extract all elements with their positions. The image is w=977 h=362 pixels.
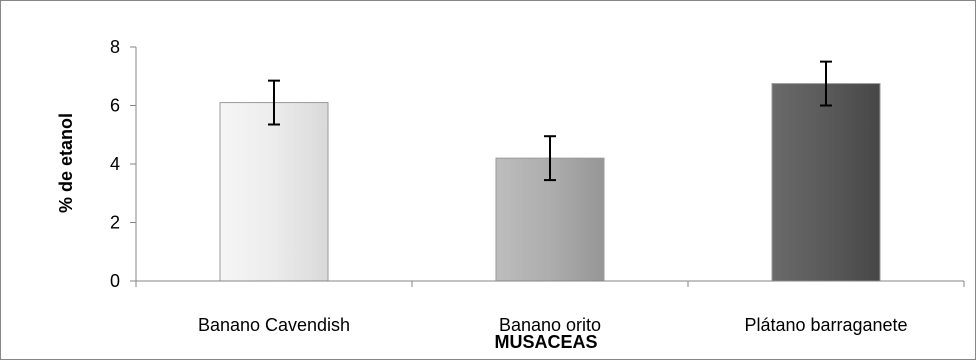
- x-tick-label: Plátano barraganete: [744, 315, 907, 335]
- x-tick-label: Banano orito: [499, 315, 601, 335]
- bars-group: [219, 83, 881, 282]
- bar: [219, 102, 329, 282]
- y-tick-label: 6: [110, 96, 120, 116]
- x-axis-title: MUSACEAS: [494, 332, 597, 352]
- bar: [771, 83, 881, 282]
- error-bars-group: [268, 60, 832, 182]
- y-axis-title: % de etanol: [56, 113, 76, 213]
- y-tick-label: 2: [110, 213, 120, 233]
- y-tick-label: 4: [110, 154, 120, 174]
- x-tick-label: Banano Cavendish: [198, 315, 350, 335]
- y-ticks-group: 0 2 4 6 8: [110, 37, 136, 291]
- y-tick-label: 8: [110, 37, 120, 57]
- x-ticks-group: Banano Cavendish Banano orito Plátano barr…: [135, 281, 965, 335]
- y-tick-label: 0: [110, 271, 120, 291]
